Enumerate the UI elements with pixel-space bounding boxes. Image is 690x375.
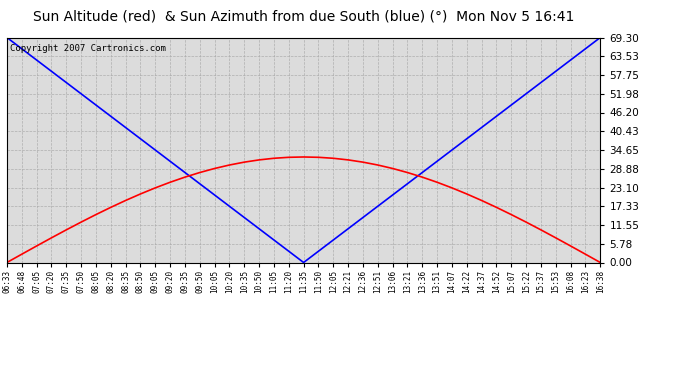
Text: Sun Altitude (red)  & Sun Azimuth from due South (blue) (°)  Mon Nov 5 16:41: Sun Altitude (red) & Sun Azimuth from du… xyxy=(33,9,574,23)
Text: Copyright 2007 Cartronics.com: Copyright 2007 Cartronics.com xyxy=(10,44,166,53)
